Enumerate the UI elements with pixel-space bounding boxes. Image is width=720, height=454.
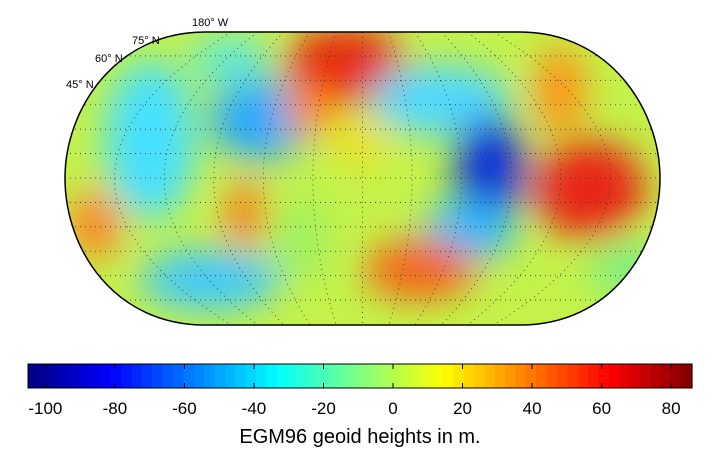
tick-label: 40 [523,399,542,418]
colorbar-step [391,364,403,388]
colorbar-step [111,364,122,388]
tick-label: -20 [311,399,336,418]
colorbar-step [245,364,257,388]
colorbar-step [318,364,330,388]
colorbar-step [297,364,309,388]
colorbar-step [308,364,320,388]
colorbar-step [173,364,185,388]
colorbar-step [671,364,683,388]
colorbar-step [505,364,517,388]
map-label: 75° N [132,35,160,47]
colorbar-step [474,364,486,388]
meridian [440,32,512,325]
colorbar-step [494,364,506,388]
colorbar-step [463,364,475,388]
colorbar-step [640,364,652,388]
map-frame [64,31,661,326]
colorbar-step [142,364,154,388]
tick-label: -80 [103,399,128,418]
colorbar-step [328,364,340,388]
colorbar-step [484,364,496,388]
colorbar-step [660,364,672,388]
colorbar-step [422,364,434,388]
colorbar-step [619,364,631,388]
colorbar-step [48,364,60,388]
colorbar-step [59,364,71,388]
tick-label: -40 [242,399,267,418]
colorbar-label: EGM96 geoid heights in m. [239,426,480,448]
colorbar-step [588,364,600,388]
colorbar-step [152,364,164,388]
colorbar-step [515,364,527,388]
colorbar-step [453,364,465,388]
graticule [65,32,660,325]
colorbar-step [162,364,174,388]
colorbar-step [225,364,237,388]
colorbar-step [598,364,610,388]
colorbar-step [650,364,662,388]
colorbar-step [577,364,589,388]
colorbar-step [349,364,361,388]
colorbar-step [266,364,278,388]
meridian [213,32,285,325]
colorbar-step [370,364,382,388]
meridian [414,32,462,325]
tick-label: -100 [28,399,62,418]
colorbar-step [443,364,454,388]
colorbar-step [256,364,268,388]
colorbar-step [681,364,693,388]
tick-label: 80 [662,399,681,418]
colorbar-step [277,364,288,388]
colorbar-step [401,364,413,388]
colorbar-step [432,364,444,388]
colorbar-step [380,364,392,388]
colorbar-step [235,364,247,388]
colorbar-step [360,364,371,388]
colorbar-step [38,364,50,388]
colorbar-frame [27,363,693,389]
colorbar-step [90,364,102,388]
colorbar-step [194,364,205,388]
colorbar-step [411,364,423,388]
meridian [163,32,258,325]
colorbar-step [567,364,579,388]
colorbar-step [121,364,133,388]
geoid-map [65,32,660,325]
meridian [467,32,562,325]
colorbar-step [79,364,91,388]
colorbar-step [536,364,548,388]
map-label: 45° N [66,79,94,91]
colorbar-step [609,364,620,388]
colorbar-step [69,364,81,388]
tick-label: 0 [388,399,397,418]
map-label: 60° N [95,53,123,65]
colorbar-step [214,364,226,388]
meridian [263,32,311,325]
colorbar-step [100,364,112,388]
map-label: 180° W [192,17,229,29]
tick-label: -60 [172,399,197,418]
colorbar-step [28,364,39,388]
tick-label: 20 [453,399,472,418]
colorbar-step [546,364,558,388]
colorbar-step [204,364,216,388]
colorbar-step [339,364,351,388]
colorbar: -100 -80 -60 -40 -20 0 20 40 60 80 [27,363,693,418]
colorbar-step [183,364,195,388]
colorbar-step [287,364,299,388]
tick-label: 60 [592,399,611,418]
colorbar-step [557,364,569,388]
geoid-field [70,32,660,310]
colorbar-step [131,364,143,388]
colorbar-step [629,364,641,388]
colorbar-step [526,364,537,388]
